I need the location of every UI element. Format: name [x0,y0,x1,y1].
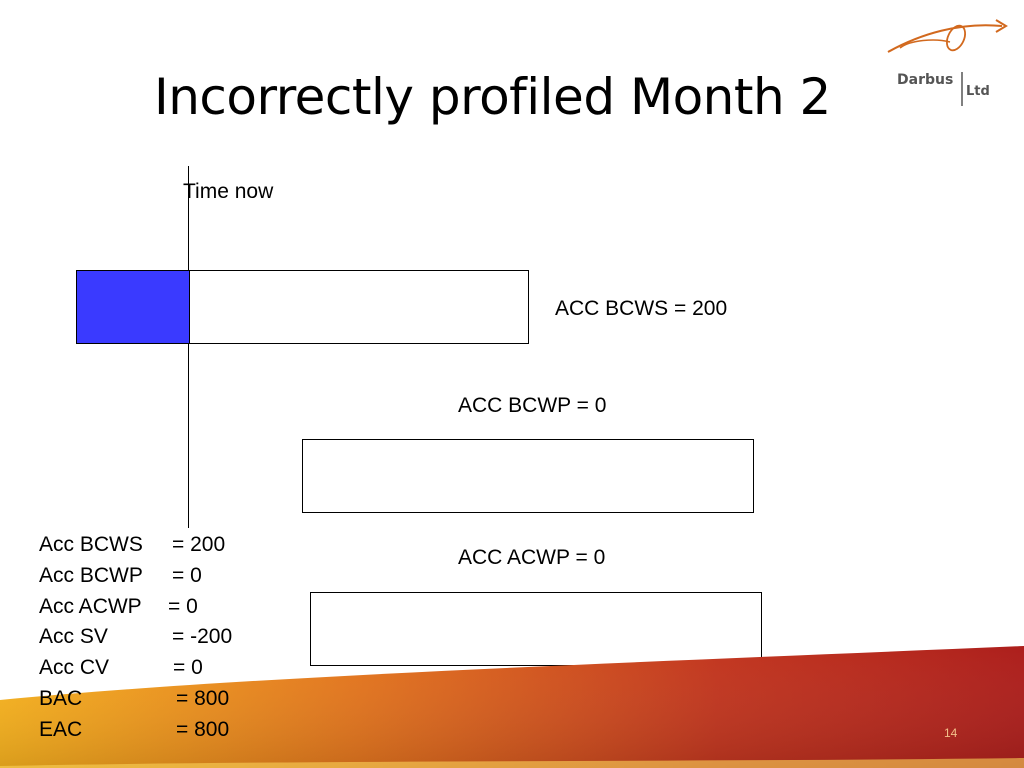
bcwp-bar [302,439,754,513]
time-now-label: Time now [183,180,274,203]
summary-value: = 0 [172,563,202,587]
bcws-bar-fill [77,271,190,343]
bcwp-label: ACC BCWP = 0 [458,394,607,417]
time-now-line [188,166,189,528]
summary-key: BAC [39,686,83,710]
summary-value: = 800 [176,686,230,710]
acwp-bar [310,592,762,666]
summary-key: Acc CV [39,656,110,680]
slide-title: Incorrectly profiled Month 2 [154,68,831,126]
summary-value: = -200 [172,625,233,649]
summary-value: = 200 [172,533,226,556]
bcws-label: ACC BCWS = 200 [555,297,728,320]
bcws-bar [76,270,529,344]
acwp-label: ACC ACWP = 0 [458,546,606,569]
summary-key: Acc BCWS [39,533,143,556]
summary-value: = 800 [176,717,230,741]
summary-key: Acc SV [39,625,108,649]
summary-key: EAC [39,717,83,741]
company-logo [887,19,1008,106]
page-number: 14 [944,726,958,740]
summary-value: = 0 [173,656,203,680]
summary-key: Acc BCWP [39,563,143,587]
footer-decoration [0,646,1024,768]
summary-value: = 0 [168,594,198,618]
logo-company-suffix: Ltd [966,84,990,99]
summary-key: Acc ACWP [39,594,142,618]
logo-company-name: Darbus [897,72,954,88]
